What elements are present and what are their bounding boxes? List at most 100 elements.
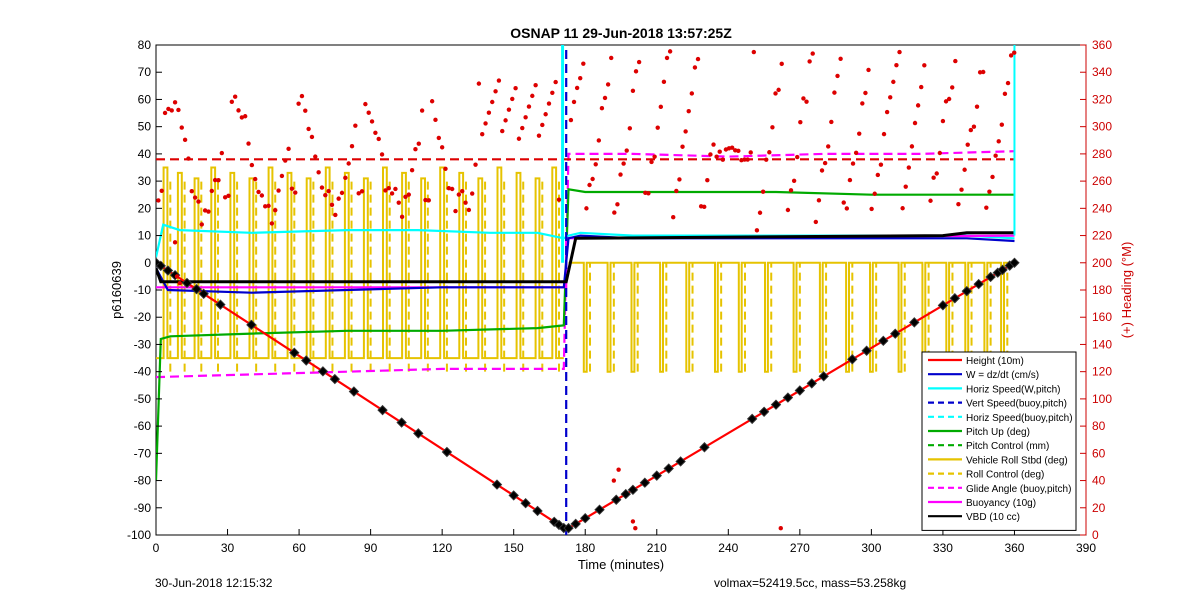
heading-point	[419, 108, 425, 113]
y-right-tick-label: 20	[1092, 501, 1106, 515]
heading-point	[249, 162, 255, 168]
heading-point	[646, 191, 651, 196]
heading-point	[303, 108, 308, 113]
heading-point	[680, 144, 685, 149]
heading-point	[383, 188, 388, 193]
heading-point	[553, 79, 558, 85]
heading-point	[516, 136, 522, 141]
height-marker	[156, 260, 166, 272]
heading-point	[256, 189, 261, 195]
heading-point	[174, 274, 180, 279]
heading-point	[470, 191, 475, 196]
heading-point	[602, 95, 608, 101]
y-left-tick-label: -70	[134, 446, 152, 460]
heading-point	[636, 59, 642, 65]
heading-point	[229, 99, 235, 104]
heading-point	[403, 194, 408, 199]
heading-point	[192, 195, 198, 200]
heading-point	[652, 154, 657, 159]
heading-point	[313, 154, 318, 159]
height-marker	[937, 300, 949, 311]
heading-point	[366, 110, 371, 115]
heading-point	[776, 87, 781, 93]
heading-point	[466, 207, 472, 213]
heading-point	[922, 63, 927, 68]
height-marker	[162, 265, 174, 276]
heading-point	[159, 188, 164, 193]
heading-point	[853, 150, 859, 156]
x-tick-label: 390	[1076, 541, 1096, 555]
heading-point	[506, 107, 512, 112]
heading-point	[568, 117, 574, 123]
y-right-axis-label: (+) Heading (°M)	[1119, 242, 1134, 339]
heading-point	[915, 103, 921, 108]
y-left-tick-label: 40	[138, 147, 152, 161]
heading-point	[860, 101, 865, 106]
heading-point	[946, 96, 952, 102]
heading-point	[574, 85, 580, 91]
heading-point	[609, 55, 614, 61]
heading-point	[500, 128, 505, 134]
heading-point	[736, 148, 741, 154]
height-marker	[699, 442, 710, 453]
y-left-tick-label: -90	[134, 501, 152, 515]
heading-point	[816, 198, 822, 203]
height-marker	[317, 366, 329, 377]
height-marker	[890, 328, 901, 339]
x-tick-label: 30	[221, 541, 235, 555]
y-left-tick-label: -30	[134, 337, 152, 351]
heading-point	[584, 206, 589, 211]
y-right-tick-label: 120	[1092, 365, 1112, 379]
heading-point	[379, 152, 385, 157]
heading-point	[993, 153, 998, 158]
x-tick-label: 330	[933, 541, 953, 555]
heading-point	[216, 178, 221, 183]
heading-point	[289, 186, 295, 191]
heading-point	[299, 93, 305, 99]
heading-point	[841, 200, 846, 205]
heading-point	[770, 125, 775, 130]
heading-point	[333, 212, 338, 218]
heading-point	[530, 93, 535, 99]
chart-title: OSNAP 11 29-Jun-2018 13:57:25Z	[510, 25, 732, 41]
heading-point	[409, 168, 415, 173]
height-marker	[663, 463, 674, 474]
heading-point	[396, 200, 401, 205]
heading-point	[869, 206, 874, 212]
heading-point	[189, 189, 194, 194]
heading-point	[878, 162, 884, 167]
height-marker	[246, 319, 257, 331]
height-marker	[746, 413, 758, 425]
y-right-tick-label: 200	[1092, 256, 1112, 270]
heading-point	[661, 79, 667, 85]
heading-point	[373, 130, 378, 136]
heading-point	[928, 198, 933, 203]
y-left-tick-label: 60	[138, 92, 152, 106]
heading-point	[931, 175, 936, 180]
legend: Height (10m) W = dz/dt (cm/s) Horiz Speed(…	[921, 351, 1077, 531]
heading-point	[863, 90, 868, 96]
heading-point	[686, 108, 691, 114]
heading-point	[940, 118, 946, 124]
heading-point	[536, 133, 542, 138]
heading-point	[760, 189, 766, 194]
heading-point	[1002, 91, 1008, 97]
heading-point	[819, 168, 825, 173]
height-marker	[289, 347, 300, 358]
heading-point	[323, 192, 328, 198]
heading-point	[540, 122, 545, 128]
heading-point	[556, 197, 562, 202]
heading-point	[309, 134, 315, 140]
heading-point	[349, 144, 355, 149]
height-marker	[532, 505, 543, 517]
height-marker	[770, 399, 782, 410]
heading-point	[847, 177, 853, 183]
height-marker	[570, 518, 581, 530]
y-right-tick-label: 0	[1092, 528, 1099, 542]
y-right-tick-label: 40	[1092, 474, 1106, 488]
heading-point	[888, 95, 893, 100]
heading-point	[423, 197, 428, 203]
heading-point	[857, 131, 862, 136]
heading-point	[711, 142, 716, 147]
